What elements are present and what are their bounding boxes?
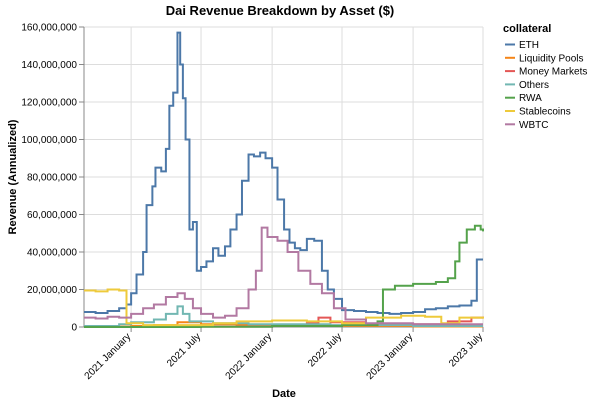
y-tick-label: 100,000,000: [21, 135, 77, 146]
x-tick-label: 2021 January: [83, 331, 134, 382]
y-tick-label: 20,000,000: [27, 285, 77, 296]
y-tick-label: 40,000,000: [27, 248, 77, 259]
series-line-stablecoins: [84, 288, 484, 327]
legend-title: collateral: [503, 23, 551, 35]
legend-label-others: Others: [519, 80, 549, 91]
legend-label-money-markets: Money Markets: [519, 67, 587, 78]
legend-label-eth: ETH: [519, 40, 539, 51]
y-tick-label: 80,000,000: [27, 173, 77, 184]
legend: collateral ETH Liquidity Pools Money Marke…: [503, 23, 587, 131]
y-tick-label: 140,000,000: [21, 60, 77, 71]
x-axis-title: Date: [272, 388, 296, 400]
chart-title: Dai Revenue Breakdown by Asset ($): [166, 3, 395, 18]
legend-items: ETH Liquidity Pools Money Markets Others RWA…: [505, 40, 587, 131]
y-tick-label: 160,000,000: [21, 23, 77, 34]
y-tick-label: 60,000,000: [27, 210, 77, 221]
x-tick-label: 2022 July: [306, 331, 344, 369]
legend-label-stablecoins: Stablecoins: [519, 107, 571, 118]
series-line-rwa: [84, 224, 484, 328]
legend-label-liquidity-pools: Liquidity Pools: [519, 53, 583, 64]
y-tick-label: 0: [71, 323, 77, 334]
x-tick-label: 2023 July: [447, 331, 485, 369]
series-line-eth: [84, 31, 483, 315]
series-layer: [84, 31, 484, 328]
y-tick-label: 120,000,000: [21, 98, 77, 109]
x-tick-label: 2022 January: [224, 331, 275, 382]
legend-label-wbtc: WBTC: [519, 120, 548, 131]
x-tick-label: 2021 July: [165, 331, 203, 369]
series-line-wbtc: [84, 226, 483, 326]
legend-label-rwa: RWA: [519, 93, 542, 104]
axis-layer: 0 20,000,000 40,000,000 60,000,000 80,000,00…: [21, 23, 485, 382]
x-tick-label: 2023 January: [365, 331, 416, 382]
grid-layer: [84, 26, 484, 328]
y-axis-title: Revenue (Annualized): [7, 119, 19, 234]
